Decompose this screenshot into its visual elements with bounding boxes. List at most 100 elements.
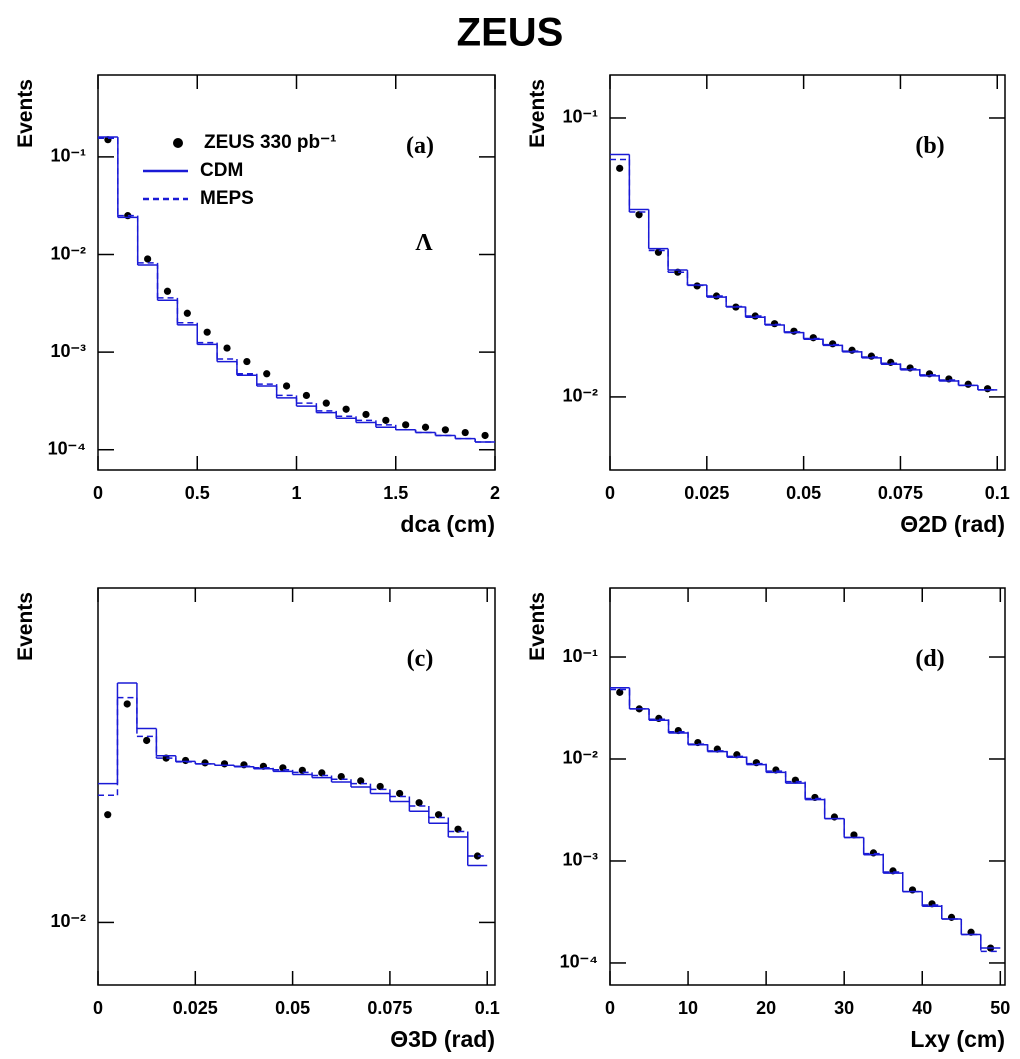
y-tick-label: 10⁻²	[562, 748, 598, 768]
data-point	[318, 769, 326, 777]
x-axis-label: Θ3D (rad)	[390, 1026, 495, 1052]
legend-label: CDM	[200, 160, 243, 181]
panel: 0 0.5 1 1.5 2 10⁻¹ 10⁻² 10⁻³ 10⁻⁴ dca (cm) Events (…	[14, 74, 500, 537]
data-point	[947, 913, 956, 921]
y-tick-label: 10⁻²	[50, 243, 86, 263]
data-point	[402, 421, 410, 429]
data-point	[163, 287, 172, 295]
y-tick-label: 10⁻⁴	[560, 952, 598, 972]
chart-title: ZEUS	[457, 11, 564, 55]
data-point	[693, 282, 701, 290]
annotation: Λ	[415, 230, 433, 256]
x-tick-label: 40	[912, 998, 932, 1018]
x-tick-label: 30	[834, 998, 854, 1018]
data-point	[220, 760, 229, 768]
y-axis-label: Events	[14, 79, 37, 148]
panel: 0 0.025 0.05 0.075 0.1 10⁻¹ 10⁻² Θ2D (rad) Event…	[526, 74, 1010, 537]
data-point	[473, 852, 482, 860]
data-point	[201, 759, 209, 767]
data-point	[223, 344, 231, 352]
x-tick-label: 2	[490, 483, 500, 503]
x-tick-label: 0.025	[173, 998, 218, 1018]
x-tick-label: 1	[291, 483, 301, 503]
plot-frame	[609, 74, 1006, 471]
data-point	[263, 370, 271, 378]
data-point	[434, 811, 443, 819]
x-tick-label: 0.1	[985, 483, 1010, 503]
data-point	[441, 426, 449, 434]
data-point	[396, 789, 404, 798]
x-tick-label: 0.5	[185, 483, 210, 503]
panel-label: (a)	[406, 133, 434, 159]
data-point	[481, 431, 489, 440]
y-tick-label: 10⁻³	[50, 341, 86, 361]
x-tick-label: 0.025	[684, 483, 729, 503]
data-point	[282, 382, 291, 390]
y-tick-label: 10⁻²	[50, 911, 86, 931]
x-tick-label: 20	[756, 998, 776, 1018]
data-point	[964, 380, 972, 388]
x-axis-label: dca (cm)	[400, 511, 495, 537]
panel-label: (c)	[407, 646, 434, 672]
data-point	[337, 772, 345, 781]
x-tick-label: 0.05	[275, 998, 310, 1018]
data-point	[243, 357, 251, 366]
x-tick-label: 0	[605, 998, 615, 1018]
legend-marker	[173, 138, 183, 148]
data-point	[302, 391, 311, 400]
x-tick-label: 50	[990, 998, 1010, 1018]
data-point	[203, 328, 211, 336]
data-point	[415, 799, 423, 807]
data-point	[144, 255, 152, 263]
y-axis-label: Events	[14, 592, 37, 661]
data-point	[830, 813, 839, 821]
x-tick-label: 0	[93, 998, 103, 1018]
panel-label: (b)	[915, 133, 944, 159]
data-point	[104, 811, 112, 819]
legend-label: ZEUS 330 pb⁻¹	[204, 132, 337, 153]
data-point	[848, 346, 856, 354]
y-axis-label: Events	[526, 79, 549, 148]
panel: 0 10 20 30 40 50 10⁻¹ 10⁻² 10⁻³ 10⁻⁴ Lxy (cm) Event…	[526, 587, 1010, 1052]
data-point	[908, 886, 917, 894]
y-tick-label: 10⁻²	[562, 386, 598, 406]
x-tick-label: 0.075	[367, 998, 412, 1018]
x-tick-label: 0.075	[878, 483, 923, 503]
x-axis-label: Lxy (cm)	[910, 1026, 1005, 1052]
data-point	[616, 688, 624, 696]
data-point	[983, 385, 992, 393]
data-point	[421, 423, 430, 431]
x-tick-label: 10	[678, 998, 698, 1018]
panel: 0 0.025 0.05 0.075 0.1 10⁻² Θ3D (rad) Events (c)	[14, 587, 500, 1052]
data-point	[616, 164, 624, 172]
x-tick-label: 0.05	[786, 483, 821, 503]
data-point	[362, 410, 370, 419]
data-point	[357, 777, 365, 785]
data-point	[635, 211, 643, 219]
data-point	[181, 756, 190, 765]
plot-frame	[609, 587, 1006, 986]
y-tick-label: 10⁻⁴	[48, 438, 86, 458]
panel-label: (d)	[915, 646, 944, 672]
data-point	[143, 736, 151, 745]
y-tick-label: 10⁻¹	[562, 646, 598, 666]
x-tick-label: 0.1	[475, 998, 500, 1018]
x-tick-label: 0	[605, 483, 615, 503]
data-point	[123, 700, 131, 708]
y-tick-label: 10⁻¹	[562, 107, 598, 127]
x-tick-label: 1.5	[383, 483, 408, 503]
data-point	[829, 340, 837, 348]
data-point	[376, 782, 384, 791]
data-point	[183, 309, 191, 317]
data-point	[342, 405, 350, 413]
data-point	[322, 399, 330, 407]
y-tick-label: 10⁻¹	[50, 146, 86, 166]
y-axis-label: Events	[526, 592, 549, 661]
data-point	[461, 428, 469, 437]
data-point	[382, 416, 390, 424]
legend-label: MEPS	[200, 188, 254, 209]
x-tick-label: 0	[93, 483, 103, 503]
data-point	[867, 352, 875, 360]
x-axis-label: Θ2D (rad)	[900, 511, 1005, 537]
